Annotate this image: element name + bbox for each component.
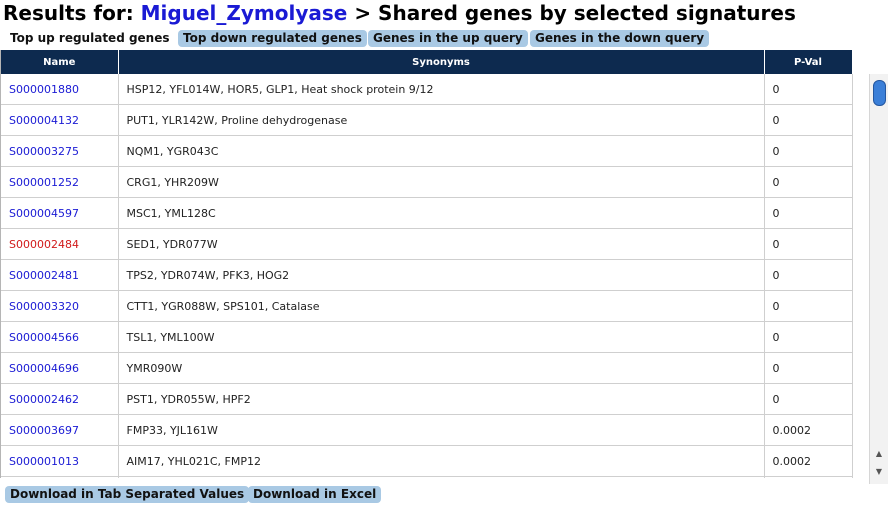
scroll-up-icon[interactable]: ▲ (875, 449, 883, 458)
gene-link[interactable]: S000001880 (9, 82, 79, 96)
gene-link[interactable]: S000003275 (9, 144, 79, 158)
results-table: Name Synonyms P-Val S000001880 HSP12, YFL… (1, 50, 853, 478)
cell-pval: 0.0002 (764, 414, 853, 446)
table-row[interactable]: S000004597 MSC1, YML128C 0 (1, 197, 853, 229)
cell-synonyms: MSC1, YML128C (118, 197, 765, 229)
cell-name: S000001013 (1, 445, 119, 477)
cell-name: S000003697 (1, 414, 119, 446)
gene-link[interactable]: S000004566 (9, 330, 79, 344)
tab-top-up-regulated[interactable]: Top up regulated genes (10, 31, 170, 45)
tab-top-down-regulated[interactable]: Top down regulated genes (178, 30, 367, 47)
tab-genes-down-query[interactable]: Genes in the down query (530, 30, 710, 47)
gene-link[interactable]: S000001013 (9, 454, 79, 468)
table-row[interactable]: S000004696 YMR090W 0 (1, 352, 853, 384)
table-row[interactable]: S000002484 SED1, YDR077W 0 (1, 228, 853, 260)
page-title: Results for: Miguel_Zymolyase > Shared g… (3, 0, 796, 26)
table-row[interactable]: S000003697 FMP33, YJL161W 0.0002 (1, 414, 853, 446)
gene-link[interactable]: S000004696 (9, 361, 79, 375)
cell-pval: 0 (764, 383, 853, 415)
table-header-row: Name Synonyms P-Val (1, 50, 853, 74)
title-prefix: Results for: (3, 1, 141, 25)
title-suffix: > Shared genes by selected signatures (347, 1, 796, 25)
cell-synonyms: AIM17, YHL021C, FMP12 (118, 445, 765, 477)
cell-pval: 0 (764, 166, 853, 198)
results-grid: Name Synonyms P-Val S000001880 HSP12, YFL… (0, 50, 853, 478)
table-row[interactable]: S000004566 TSL1, YML100W 0 (1, 321, 853, 353)
cell-name: S000003320 (1, 290, 119, 322)
cell-synonyms: TPS2, YDR074W, PFK3, HOG2 (118, 259, 765, 291)
gene-link[interactable]: S000003320 (9, 299, 79, 313)
cell-name: S000004597 (1, 197, 119, 229)
cell-pval: 0 (764, 321, 853, 353)
cell-synonyms: TSL1, YML100W (118, 321, 765, 353)
cell-name: S000004132 (1, 104, 119, 136)
cell-synonyms: PST1, YDR055W, HPF2 (118, 383, 765, 415)
cell-name (1, 476, 119, 478)
cell-name: S000001252 (1, 166, 119, 198)
cell-synonyms: FMP33, YJL161W (118, 414, 765, 446)
cell-name: S000002481 (1, 259, 119, 291)
title-query: Miguel_Zymolyase (140, 1, 348, 25)
cell-synonyms: PUT1, YLR142W, Proline dehydrogenase (118, 104, 765, 136)
column-header-pval[interactable]: P-Val (764, 50, 853, 74)
table-row[interactable]: S000003320 CTT1, YGR088W, SPS101, Catalas… (1, 290, 853, 322)
tab-genes-up-query[interactable]: Genes in the up query (368, 30, 528, 47)
download-tsv-button[interactable]: Download in Tab Separated Values (5, 486, 250, 503)
column-header-synonyms[interactable]: Synonyms (118, 50, 765, 74)
cell-pval: 0 (764, 352, 853, 384)
cell-pval: 0 (764, 197, 853, 229)
cell-synonyms: CTT1, YGR088W, SPS101, Catalase (118, 290, 765, 322)
cell-name: S000004696 (1, 352, 119, 384)
cell-synonyms: HSP12, YFL014W, HOR5, GLP1, Heat shock p… (118, 74, 765, 105)
cell-pval: 0 (764, 135, 853, 167)
gene-link[interactable]: S000002462 (9, 392, 79, 406)
cell-synonyms: NQM1, YGR043C (118, 135, 765, 167)
vertical-scrollbar[interactable]: ▲ ▼ (869, 74, 888, 484)
cell-synonyms: YMR090W (118, 352, 765, 384)
table-row[interactable]: S000002481 TPS2, YDR074W, PFK3, HOG2 0 (1, 259, 853, 291)
cell-name: S000004566 (1, 321, 119, 353)
gene-link[interactable]: S000003697 (9, 423, 79, 437)
gene-link[interactable]: S000001252 (9, 175, 79, 189)
table-row[interactable]: S000003275 NQM1, YGR043C 0 (1, 135, 853, 167)
gene-link[interactable]: S000002484 (9, 237, 79, 251)
table-row[interactable]: S000001252 CRG1, YHR209W 0 (1, 166, 853, 198)
cell-pval: 0 (764, 259, 853, 291)
cell-pval: 0 (764, 228, 853, 260)
cell-pval (764, 476, 853, 478)
download-excel-button[interactable]: Download in Excel (248, 486, 382, 503)
cell-synonyms: CRG1, YHR209W (118, 166, 765, 198)
gene-link[interactable]: S000004597 (9, 206, 79, 220)
column-header-name[interactable]: Name (1, 50, 119, 74)
cell-name: S000002484 (1, 228, 119, 260)
scroll-down-icon[interactable]: ▼ (875, 467, 883, 476)
cell-pval: 0.0002 (764, 445, 853, 477)
table-row[interactable]: S000001013 AIM17, YHL021C, FMP12 0.0002 (1, 445, 853, 477)
cell-name: S000001880 (1, 74, 119, 105)
table-row[interactable]: S000002462 PST1, YDR055W, HPF2 0 (1, 383, 853, 415)
table-row[interactable]: S000001880 HSP12, YFL014W, HOR5, GLP1, He… (1, 74, 853, 105)
gene-link[interactable]: S000002481 (9, 268, 79, 282)
cell-synonyms (118, 476, 765, 478)
cell-synonyms: SED1, YDR077W (118, 228, 765, 260)
cell-name: S000002462 (1, 383, 119, 415)
cell-pval: 0 (764, 104, 853, 136)
scrollbar-thumb[interactable] (873, 80, 886, 106)
gene-link[interactable]: S000004132 (9, 113, 79, 127)
table-row[interactable]: S000004132 PUT1, YLR142W, Proline dehydro… (1, 104, 853, 136)
table-row[interactable] (1, 476, 853, 478)
cell-pval: 0 (764, 74, 853, 105)
cell-name: S000003275 (1, 135, 119, 167)
cell-pval: 0 (764, 290, 853, 322)
